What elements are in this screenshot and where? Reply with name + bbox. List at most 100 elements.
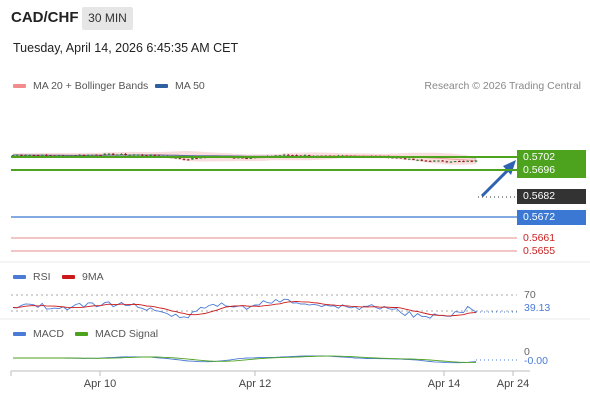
legend-macd-label: MACD xyxy=(33,328,64,340)
candle-body-100 xyxy=(428,160,432,162)
candle-body-71 xyxy=(307,155,311,157)
candle-body-22 xyxy=(103,153,107,155)
candle-body-24 xyxy=(111,153,115,155)
candle-body-17 xyxy=(82,154,86,156)
legend-rsi-swatch xyxy=(13,275,26,279)
candle-body-66 xyxy=(286,154,290,156)
candle-body-19 xyxy=(90,154,94,156)
candle-body-2 xyxy=(20,154,23,156)
candle-body-107 xyxy=(458,161,461,163)
candle-body-98 xyxy=(420,159,424,161)
level-tag-4: 0.5661 xyxy=(523,232,556,244)
candle-body-94 xyxy=(403,158,407,160)
interval-button[interactable]: 30 MIN xyxy=(82,7,133,30)
candle-body-42 xyxy=(186,159,190,161)
candle-body-97 xyxy=(416,159,419,161)
candle-body-68 xyxy=(295,155,298,157)
candle-body-44 xyxy=(195,158,198,160)
candle-body-102 xyxy=(437,160,440,162)
forecast-arrow-head xyxy=(503,160,516,175)
candle-body-95 xyxy=(407,158,411,160)
candle-body-101 xyxy=(432,160,436,162)
candle-body-64 xyxy=(278,155,282,157)
candle-body-28 xyxy=(128,154,132,156)
legend-ma20-swatch xyxy=(13,84,26,88)
rsi-chart xyxy=(11,294,517,319)
candle-body-21 xyxy=(99,154,102,156)
legend-rsi: RSI xyxy=(13,271,51,283)
candle-body-31 xyxy=(141,154,144,156)
candle-body-104 xyxy=(445,161,449,163)
legend-macd-swatch xyxy=(13,332,26,336)
rsi-value: 39.13 xyxy=(524,302,551,314)
legend-macd-signal-label: MACD Signal xyxy=(95,328,159,340)
rsi-ma-line xyxy=(12,300,477,317)
candle-body-25 xyxy=(115,154,119,156)
candle-body-8 xyxy=(45,154,48,156)
datetime-label: Tuesday, April 14, 2026 6:45:35 AM CET xyxy=(13,41,239,55)
legend-9ma: 9MA xyxy=(62,271,104,283)
candle-body-109 xyxy=(466,160,469,162)
legend-9ma-swatch xyxy=(62,275,75,279)
level-tag-1: 0.5696 xyxy=(517,163,586,178)
candle-body-105 xyxy=(449,161,453,163)
legend-ma50: MA 50 xyxy=(155,80,205,92)
candle-body-1 xyxy=(15,154,19,156)
x-label-apr12: Apr 12 xyxy=(239,378,271,390)
candle-body-32 xyxy=(145,155,148,157)
candle-body-18 xyxy=(86,154,90,156)
candle-body-7 xyxy=(40,154,44,156)
legend-ma50-label: MA 50 xyxy=(175,80,205,92)
candle-body-40 xyxy=(178,157,182,159)
candle-body-69 xyxy=(299,155,303,157)
candle-body-5 xyxy=(32,154,36,156)
candle-body-106 xyxy=(453,161,457,163)
candle-body-26 xyxy=(120,153,123,155)
copyright-label: Research © 2026 Trading Central xyxy=(424,80,581,92)
macd-chart xyxy=(13,355,517,364)
candle-body-65 xyxy=(282,154,286,156)
candle-body-9 xyxy=(49,155,52,157)
candle-body-27 xyxy=(124,153,127,155)
candle-body-103 xyxy=(441,160,444,162)
x-label-apr14: Apr 14 xyxy=(428,378,460,390)
candle-body-70 xyxy=(303,155,307,157)
x-axis: Apr 10 Apr 12 Apr 14 Apr 24 xyxy=(10,370,530,390)
rsi-level-70: 70 xyxy=(524,289,536,301)
legend-ma20-label: MA 20 + Bollinger Bands xyxy=(33,80,149,92)
candle-body-111 xyxy=(474,160,478,162)
level-tag-3: 0.5672 xyxy=(517,210,586,225)
candle-body-41 xyxy=(182,158,186,160)
candle-body-108 xyxy=(462,161,465,163)
legend-macd: MACD xyxy=(13,328,64,340)
candle-body-99 xyxy=(424,160,428,162)
legend-macd-signal-swatch xyxy=(75,332,88,336)
candle-body-33 xyxy=(149,154,152,156)
candle-body-53 xyxy=(232,157,236,159)
x-label-apr24: Apr 24 xyxy=(497,378,529,390)
forecast-arrow-shaft xyxy=(480,168,510,198)
price-levels xyxy=(11,156,517,252)
symbol-title: CAD/CHF xyxy=(11,9,79,26)
candle-body-67 xyxy=(291,155,294,157)
candle-body-6 xyxy=(36,155,40,157)
candle-body-16 xyxy=(78,154,82,156)
level-tag-5: 0.5655 xyxy=(523,245,556,257)
candle-body-3 xyxy=(24,155,27,157)
candle-body-0 xyxy=(11,155,15,157)
level-tag-0: 0.5702 xyxy=(517,150,586,165)
candle-body-56 xyxy=(245,158,248,160)
candle-body-20 xyxy=(95,154,98,156)
legend-9ma-label: 9MA xyxy=(82,271,104,283)
candle-body-30 xyxy=(136,154,140,156)
x-label-apr10: Apr 10 xyxy=(84,378,116,390)
candle-body-39 xyxy=(174,157,177,159)
candle-body-57 xyxy=(249,157,253,159)
legend-ma20-bollinger: MA 20 + Bollinger Bands xyxy=(13,80,148,92)
macd-zero-label: 0 xyxy=(524,346,530,358)
candle-body-4 xyxy=(28,154,31,156)
candle-body-93 xyxy=(399,157,403,159)
rsi-line xyxy=(12,298,477,319)
candle-body-23 xyxy=(107,153,111,155)
